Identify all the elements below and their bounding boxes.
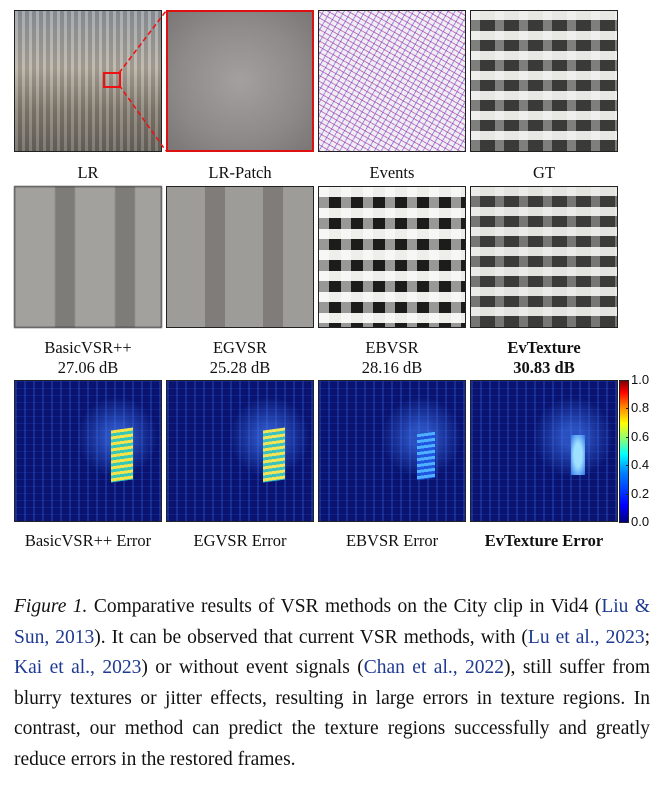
label-egvsr-error: EGVSR Error (193, 531, 287, 550)
psnr-egvsr: 25.28 dB (209, 358, 271, 377)
colorbar-tickmark (626, 522, 629, 523)
citation-link[interactable]: Kai et al., 2023 (14, 657, 142, 678)
basicvsr-error-map (14, 380, 162, 522)
citation-link[interactable]: Lu et al., 2023 (527, 626, 645, 648)
error-hotspot (417, 431, 435, 481)
colorbar-tickmark (626, 465, 629, 466)
colorbar-tickmark (626, 494, 629, 495)
label-lr-patch: LR-Patch (208, 163, 272, 182)
caption-text: ; (644, 626, 650, 648)
gt-image (470, 10, 618, 152)
label-evtexture-error: EvTexture Error (484, 531, 604, 550)
colorbar-tick-label: 0.0 (631, 514, 650, 529)
colorbar-tickmark (626, 380, 629, 381)
colorbar-tickmark (626, 437, 629, 438)
evtexture-result-image (470, 186, 618, 328)
psnr-basicvsr: 27.06 dB (57, 358, 119, 377)
colorbar-tick-label: 1.0 (631, 372, 650, 387)
label-egvsr: EGVSR (212, 338, 268, 357)
evtexture-error-map (470, 380, 618, 522)
label-basicvsr-error: BasicVSR++ Error (24, 531, 152, 550)
egvsr-result-image (166, 186, 314, 328)
colorbar-tick-label: 0.2 (631, 486, 650, 501)
caption-text: Comparative results of VSR methods on th… (87, 596, 602, 617)
colorbar-tick-label: 0.6 (631, 429, 650, 444)
egvsr-error-map (166, 380, 314, 522)
error-hotspot (263, 427, 285, 483)
colorbar-tick-label: 0.8 (631, 400, 650, 415)
ebvsr-error-map (318, 380, 466, 522)
lr-patch-image (166, 10, 314, 152)
caption-text: ) or without event signals ( (141, 657, 364, 678)
label-gt: GT (533, 163, 555, 182)
colorbar-tickmark (626, 408, 629, 409)
basicvsr-result-image (14, 186, 162, 328)
zoom-region-box (103, 72, 121, 88)
label-events: Events (369, 163, 415, 182)
caption-lead: Figure 1. (14, 596, 88, 617)
citation-link[interactable]: Liu & Sun, 2013 (14, 596, 650, 648)
citation-link[interactable]: Chan et al., 2022 (363, 657, 505, 678)
error-hotspot (111, 427, 133, 483)
ebvsr-result-image (318, 186, 466, 328)
error-hotspot (571, 435, 585, 475)
events-image (318, 10, 466, 152)
figure-caption: Figure 1. Comparative results of VSR met… (14, 592, 650, 775)
label-ebvsr: EBVSR (365, 338, 419, 357)
label-ebvsr-error: EBVSR Error (345, 531, 439, 550)
caption-text: ), still suffer from blurry textures or … (14, 657, 650, 770)
error-colorbar (619, 380, 629, 523)
label-basicvsr: BasicVSR++ (44, 338, 132, 357)
psnr-evtexture: 30.83 dB (513, 358, 575, 377)
psnr-ebvsr: 28.16 dB (361, 358, 423, 377)
lr-image (14, 10, 162, 152)
colorbar-tick-label: 0.4 (631, 457, 650, 472)
label-evtexture: EvTexture (507, 338, 581, 357)
caption-text: ). It can be observed that current VSR m… (94, 626, 528, 648)
label-lr: LR (77, 163, 99, 182)
